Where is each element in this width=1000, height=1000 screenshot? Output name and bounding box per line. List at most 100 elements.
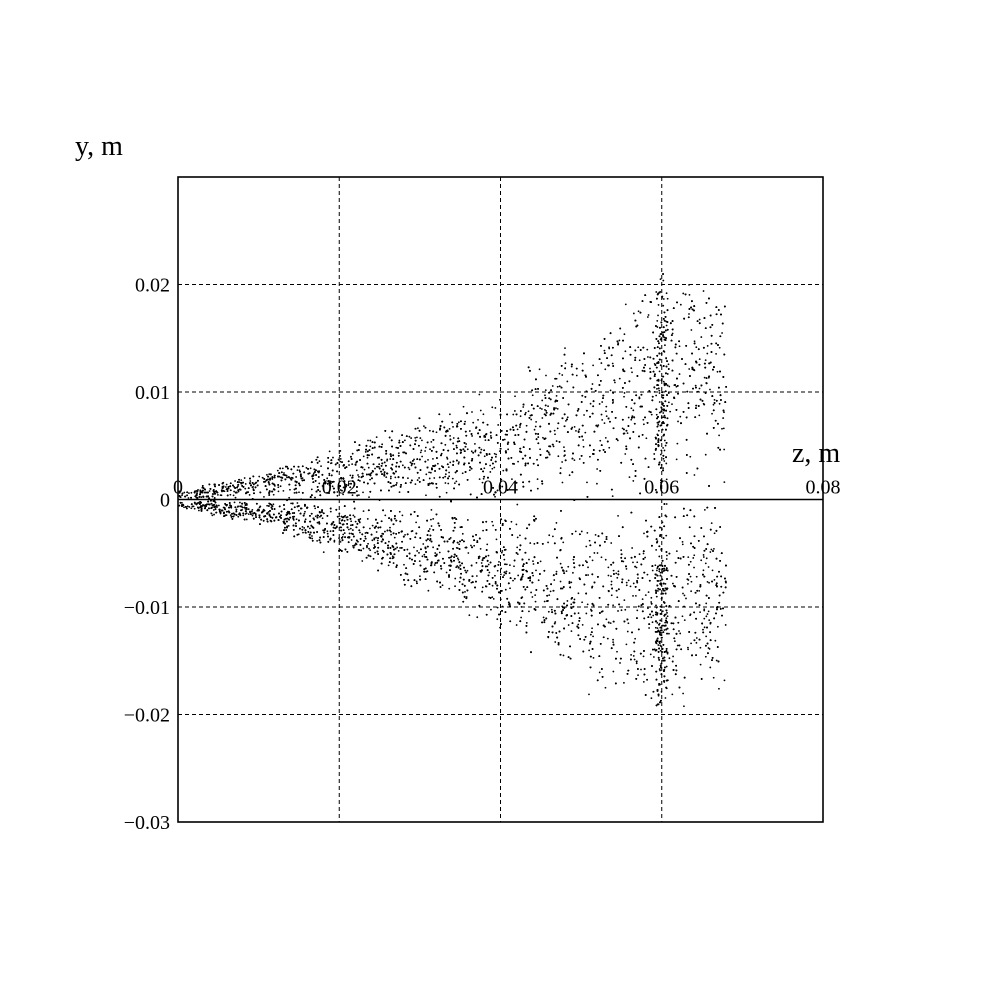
data-point [295, 518, 298, 521]
data-point [604, 558, 607, 561]
data-point [624, 453, 627, 455]
data-point [619, 662, 621, 664]
data-point [592, 656, 595, 659]
data-point [562, 654, 565, 657]
data-point [662, 380, 665, 383]
data-point [643, 532, 645, 535]
data-point [651, 621, 654, 624]
data-point [283, 472, 285, 474]
data-point [624, 608, 627, 611]
data-point [545, 409, 548, 412]
data-point [407, 477, 409, 480]
data-point [618, 339, 621, 342]
data-point [347, 528, 350, 531]
data-point [266, 473, 268, 476]
data-point [375, 531, 378, 533]
data-point [573, 459, 576, 462]
data-point [208, 490, 211, 492]
data-point [655, 413, 658, 416]
data-point [413, 462, 416, 465]
data-point [493, 466, 496, 469]
data-point [617, 342, 620, 345]
data-point [263, 495, 265, 498]
data-point [662, 457, 665, 460]
data-point [545, 374, 547, 377]
data-point [572, 571, 574, 574]
data-point [567, 624, 570, 626]
data-point [647, 314, 650, 316]
data-point [657, 304, 660, 306]
data-point [416, 479, 419, 481]
data-point [544, 389, 547, 392]
data-point [480, 562, 483, 564]
data-point [455, 546, 458, 549]
data-point [352, 514, 355, 517]
data-point [339, 460, 342, 463]
data-point [650, 596, 653, 599]
data-point [341, 489, 343, 492]
data-point [439, 586, 442, 588]
data-point [607, 566, 610, 569]
data-point [594, 533, 597, 536]
data-point [213, 513, 215, 516]
data-point [232, 494, 235, 497]
data-point [705, 602, 708, 605]
data-point [289, 488, 291, 491]
data-point [481, 586, 484, 589]
data-point [620, 609, 623, 612]
data-point [352, 545, 354, 547]
data-point [668, 385, 671, 388]
data-point [656, 622, 659, 624]
data-point [238, 481, 241, 484]
data-point [272, 493, 275, 496]
data-point [454, 585, 456, 588]
data-point [703, 609, 706, 612]
data-point [532, 574, 534, 577]
data-point [593, 552, 596, 554]
data-point [512, 579, 514, 582]
data-point [718, 687, 720, 690]
data-point [534, 425, 537, 428]
data-point [234, 480, 236, 482]
data-point [427, 589, 430, 592]
data-point [410, 530, 413, 533]
data-point [561, 461, 564, 463]
data-point [181, 502, 183, 504]
data-point [359, 480, 361, 482]
data-point [698, 318, 701, 321]
data-point [499, 573, 502, 576]
data-point [646, 573, 649, 576]
data-point [667, 401, 670, 404]
data-point [631, 547, 634, 549]
data-point [385, 452, 388, 455]
data-point [330, 462, 333, 464]
data-point [217, 494, 219, 496]
data-point [519, 415, 522, 418]
data-point [245, 518, 248, 521]
data-point [539, 448, 541, 451]
data-point [293, 491, 296, 494]
data-point [503, 558, 506, 561]
data-point [279, 485, 282, 488]
data-point [722, 427, 725, 430]
data-point [707, 610, 710, 613]
data-point [554, 641, 557, 643]
data-point [656, 567, 659, 569]
data-point [556, 408, 559, 410]
data-point [276, 469, 279, 472]
data-point [401, 514, 404, 517]
data-point [707, 566, 710, 568]
data-point [638, 553, 641, 556]
data-point [502, 469, 505, 472]
data-point [658, 389, 661, 392]
data-point [604, 686, 607, 689]
data-point [586, 481, 588, 484]
data-point [369, 549, 372, 552]
data-point [530, 591, 532, 594]
data-point [374, 467, 376, 470]
data-point [542, 436, 544, 439]
data-point [540, 408, 543, 410]
data-point [332, 456, 334, 459]
data-point [704, 453, 707, 456]
data-point [662, 467, 665, 470]
